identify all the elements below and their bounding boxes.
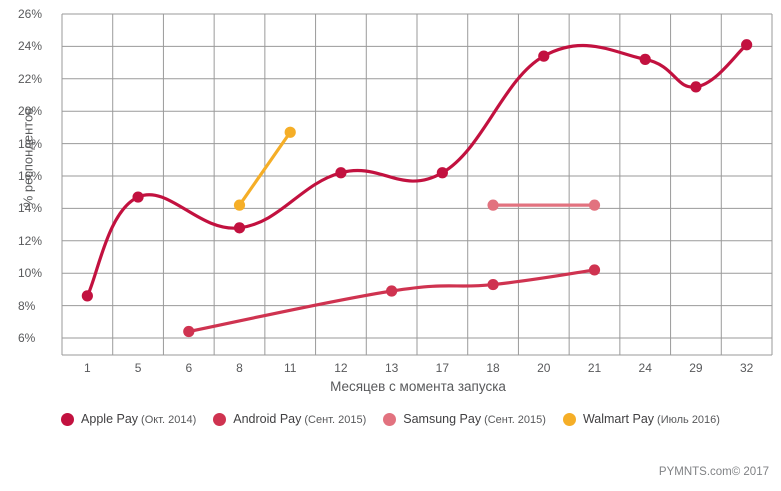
series-walmart-pay <box>233 126 296 211</box>
x-tick-label: 17 <box>435 361 450 375</box>
legend-marker-icon <box>562 412 576 426</box>
y-tick-label: 26% <box>18 7 43 21</box>
x-tick-label: 21 <box>587 361 602 375</box>
x-axis-title: Месяцев с момента запуска <box>330 379 506 394</box>
x-tick-label: 20 <box>537 361 551 375</box>
legend-label: Android Pay (Сент. 2015) <box>233 410 366 428</box>
data-point-marker[interactable] <box>538 50 550 62</box>
legend-item[interactable]: Apple Pay (Окт. 2014) <box>61 410 196 428</box>
legend-marker-icon <box>61 412 75 426</box>
x-tick-label: 6 <box>185 361 193 375</box>
x-tick-label: 24 <box>638 361 652 375</box>
series-line <box>187 268 597 334</box>
footer-credit: PYMNTS.com© 2017 <box>658 466 769 478</box>
data-point-marker[interactable] <box>436 167 448 179</box>
data-point-marker[interactable] <box>487 278 499 291</box>
data-point-marker[interactable] <box>690 81 702 93</box>
x-tick-label: 32 <box>739 361 754 375</box>
data-point-marker[interactable] <box>588 264 601 276</box>
x-tick-label: 13 <box>384 361 399 375</box>
series-android-pay <box>183 264 601 338</box>
y-tick-label: 12% <box>18 233 43 248</box>
x-tick-label: 11 <box>283 361 297 375</box>
y-tick-label: 14% <box>18 201 43 216</box>
series-line <box>85 43 749 298</box>
chart-legend: Apple Pay (Окт. 2014) Android Pay (Сент. 20… <box>0 410 781 428</box>
data-point-marker[interactable] <box>81 290 93 302</box>
y-tick-label: 6% <box>18 331 36 345</box>
series-apple-pay <box>81 39 753 302</box>
legend-item[interactable]: Android Pay (Сент. 2015) <box>213 410 366 428</box>
vertical-gridlines <box>61 14 773 355</box>
data-point-marker[interactable] <box>741 39 753 51</box>
x-tick-label: 18 <box>486 361 500 375</box>
data-point-marker[interactable] <box>639 53 651 65</box>
legend-series-launch-date: (Июль 2016) <box>657 414 720 426</box>
legend-series-name: Samsung Pay <box>403 412 482 426</box>
y-tick-label: 18% <box>18 136 43 151</box>
data-point-marker[interactable] <box>588 199 601 211</box>
legend-item[interactable]: Walmart Pay (Июль 2016) <box>562 410 720 428</box>
legend-label: Samsung Pay (Сент. 2015) <box>403 410 546 428</box>
data-point-marker[interactable] <box>284 126 296 138</box>
legend-series-launch-date: (Сент. 2015) <box>484 414 546 426</box>
y-tick-label: 22% <box>18 71 43 86</box>
x-tick-label: 5 <box>134 361 142 375</box>
data-point-marker[interactable] <box>132 191 144 203</box>
y-tick-label: 10% <box>18 266 43 281</box>
legend-marker-icon <box>383 412 397 426</box>
x-tick-label: 29 <box>689 361 703 375</box>
series-samsung-pay <box>487 199 601 211</box>
series-line <box>237 130 292 207</box>
legend-marker-icon <box>213 412 227 426</box>
plot-area <box>61 13 773 356</box>
data-point-marker[interactable] <box>386 285 398 297</box>
data-point-marker[interactable] <box>233 222 246 234</box>
data-point-marker[interactable] <box>183 325 195 338</box>
legend-series-name: Android Pay <box>233 412 302 426</box>
x-tick-label: 12 <box>334 361 348 375</box>
x-tick-label: 8 <box>236 361 243 375</box>
y-tick-label: 20% <box>18 104 43 119</box>
x-tick-label: 1 <box>84 361 91 375</box>
legend-item[interactable]: Samsung Pay (Сент. 2015) <box>383 410 546 428</box>
legend-series-name: Walmart Pay <box>582 412 655 426</box>
legend-series-name: Apple Pay <box>81 412 139 426</box>
legend-label: Walmart Pay (Июль 2016) <box>583 410 720 428</box>
data-point-marker[interactable] <box>487 199 499 211</box>
legend-series-launch-date: (Сент. 2015) <box>304 414 367 426</box>
legend-series-launch-date: (Окт. 2014) <box>141 414 197 426</box>
y-tick-label: 16% <box>18 169 43 183</box>
y-axis-tick-labels: 26% 24% 22% 20% 18% 16% 14% 12% 10% 8% 6% <box>16 0 62 360</box>
y-tick-label: 8% <box>18 298 36 313</box>
data-point-marker[interactable] <box>335 167 347 179</box>
data-point-marker[interactable] <box>233 199 246 211</box>
legend-label: Apple Pay (Окт. 2014) <box>81 410 196 428</box>
y-tick-label: 24% <box>18 39 43 54</box>
